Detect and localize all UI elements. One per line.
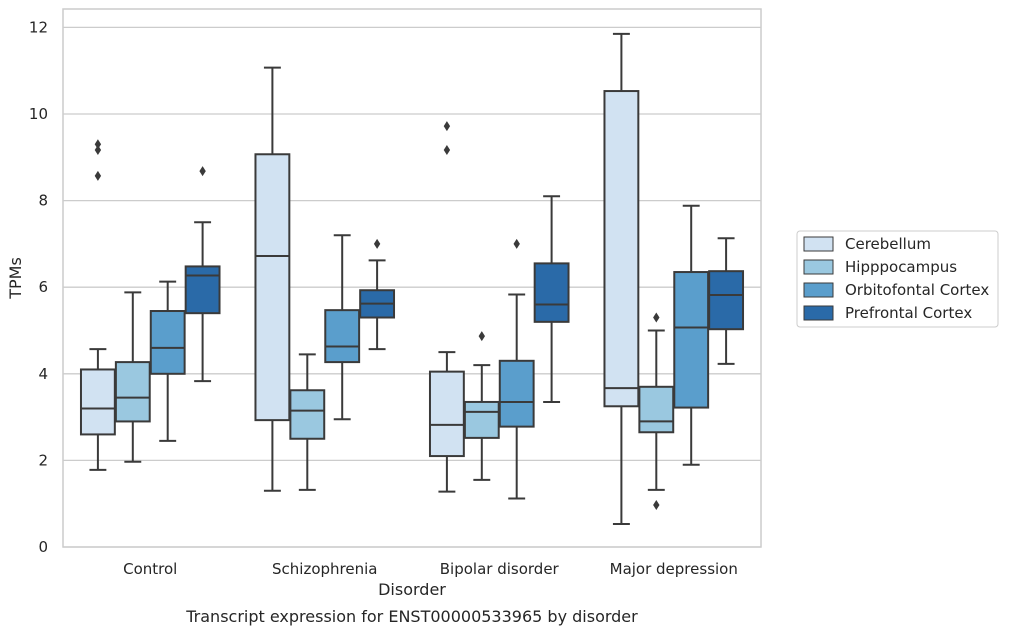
legend-label: Orbitofontal Cortex: [845, 281, 989, 299]
box-body: [463, 400, 500, 439]
box-body: [289, 389, 326, 440]
outlier-point: [94, 139, 102, 150]
box-body: [673, 271, 710, 409]
outlier-point: [94, 170, 102, 181]
x-tick-label: Control: [123, 560, 177, 578]
box: [708, 237, 745, 365]
legend: Cerebellum Hipppocampus Orbitofontal Corte…: [796, 230, 999, 328]
outlier-point: [653, 312, 660, 323]
box-body: [324, 309, 361, 364]
x-tick-labels: Control Schizophrenia Bipolar disorder Majo…: [123, 560, 738, 578]
y-tick-label: 8: [38, 192, 48, 210]
box: [324, 234, 361, 421]
outlier-point: [653, 499, 660, 510]
legend-swatch: [803, 259, 834, 275]
box: [184, 166, 221, 383]
box: [289, 353, 326, 491]
legend-swatch: [803, 282, 834, 298]
box: [79, 139, 116, 471]
legend-label: Hipppocampus: [845, 258, 957, 276]
x-tick-label: Major depression: [610, 560, 738, 578]
y-tick-labels: 0 2 4 6 8 10 12: [29, 18, 48, 556]
box-body: [603, 90, 640, 408]
box: [673, 204, 710, 466]
box: [603, 32, 640, 526]
y-tick-label: 0: [38, 538, 48, 556]
box-body: [498, 359, 535, 428]
box-body: [638, 385, 675, 434]
legend-label: Cerebellum: [845, 235, 931, 253]
outlier-point: [373, 238, 381, 249]
plot-frame: [62, 8, 762, 548]
outlier-point: [94, 144, 102, 155]
box: [638, 312, 675, 510]
box-body: [79, 368, 116, 436]
box-body: [428, 370, 465, 458]
legend-frame: [796, 230, 999, 328]
box: [254, 66, 291, 492]
box-body: [149, 310, 186, 375]
legend-label: Prefrontal Cortex: [845, 304, 972, 322]
y-axis-title: TPMs: [6, 257, 25, 300]
x-tick-label: Bipolar disorder: [440, 560, 560, 578]
y-tick-label: 2: [38, 451, 48, 469]
box-body: [254, 153, 291, 422]
y-tick-label: 12: [29, 18, 48, 36]
legend-swatch: [803, 305, 834, 321]
boxes: [79, 32, 745, 526]
outlier-point: [513, 238, 520, 249]
box-body: [114, 361, 151, 423]
outlier-point: [443, 121, 451, 132]
box: [463, 331, 500, 481]
box-body: [533, 262, 570, 323]
x-axis-title: Disorder: [378, 580, 446, 599]
y-tick-label: 6: [38, 278, 48, 296]
y-tick-label: 4: [38, 365, 48, 383]
legend-swatch: [803, 236, 834, 252]
box: [114, 291, 151, 463]
box: [428, 121, 465, 493]
outlier-point: [199, 166, 206, 177]
x-tick-label: Schizophrenia: [272, 560, 377, 578]
y-tick-label: 10: [29, 105, 48, 123]
box: [498, 238, 535, 500]
outlier-point: [478, 331, 485, 342]
box-body: [708, 270, 745, 331]
chart-caption: Transcript expression for ENST0000053396…: [185, 607, 638, 626]
box: [149, 280, 186, 442]
outlier-point: [443, 144, 451, 155]
box-body: [184, 265, 221, 315]
box: [359, 238, 396, 351]
box: [533, 195, 570, 403]
